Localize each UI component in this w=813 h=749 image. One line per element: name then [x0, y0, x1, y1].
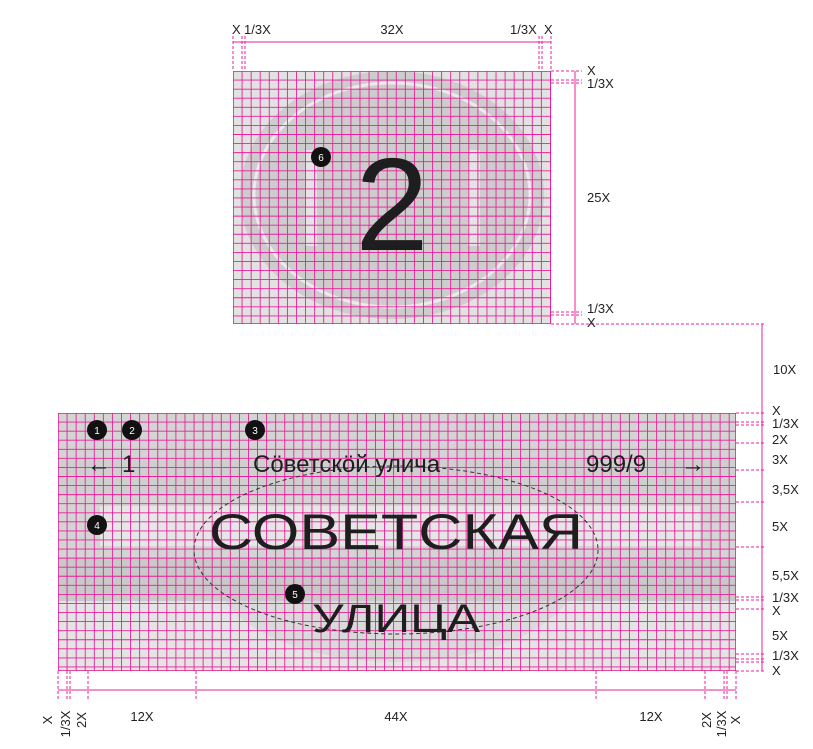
house-right-dim-x-top: X — [587, 63, 596, 78]
street-name-line2: УЛИЦА — [312, 597, 480, 641]
sb-dim-0: X — [40, 715, 55, 724]
house-number: 2 — [355, 131, 428, 278]
street-name-line1: СОВЕТСКАЯ — [209, 504, 583, 560]
street-name-sign: ← 1 Сöветскöй улича 999/9 → СОВЕТСКАЯ УЛ… — [58, 413, 736, 671]
top-dim-third-right: 1/3X — [510, 22, 537, 37]
house-sign-oval — [240, 71, 544, 319]
marker-4: 4 — [87, 515, 107, 535]
street-transliteration: Сöветскöй улича — [253, 451, 441, 478]
house-sign-grid — [233, 71, 551, 324]
sr-dim-5: 5X — [772, 519, 788, 534]
sb-dim-4: 44X — [384, 709, 407, 724]
house-right-dim-25x: 25X — [587, 190, 610, 205]
sr-dim-7: 1/3X — [772, 590, 799, 605]
sb-dim-8: X — [728, 715, 743, 724]
street-sign-grid — [58, 413, 736, 671]
marker-3: 3 — [245, 420, 265, 440]
marker-5-label: 5 — [292, 590, 298, 601]
sr-dim-11: 1/3X — [772, 648, 799, 663]
house-range-number: 999/9 — [586, 451, 646, 478]
right-arrow: → — [681, 451, 705, 478]
house-sign-right-dimensions — [551, 70, 766, 414]
marker-6-label: 6 — [318, 153, 324, 164]
left-house-number: 1 — [122, 451, 135, 478]
gap-dim-10x: 10X — [773, 362, 796, 377]
sb-dim-3: 12X — [130, 709, 153, 724]
sb-dim-7: 1/3X — [714, 710, 729, 737]
marker-2: 2 — [122, 420, 142, 440]
marker-1-label: 1 — [94, 426, 100, 437]
house-right-dim-third-top: 1/3X — [587, 76, 614, 91]
top-dim-x-right: X — [544, 22, 553, 37]
sb-dim-5: 12X — [639, 709, 662, 724]
marker-2-label: 2 — [129, 426, 135, 437]
top-dim-32x: 32X — [380, 22, 403, 37]
sr-dim-2: 2X — [772, 432, 788, 447]
top-dim-x-left: X — [232, 22, 241, 37]
house-right-dim-third-bottom: 1/3X — [587, 301, 614, 316]
sb-dim-6: 2X — [699, 712, 714, 728]
sr-dim-1: 1/3X — [772, 416, 799, 431]
marker-6: 6 — [311, 147, 331, 167]
street-sign-right-dim-labels: X 1/3X 2X 3X 3,5X 5X 5,5X 1/3X X 5X X 1/… — [772, 403, 799, 678]
sr-dim-4: 3,5X — [772, 482, 799, 497]
sr-dim-0: X — [772, 403, 781, 418]
marker-3-label: 3 — [252, 426, 258, 437]
street-sign-dashed-oval — [193, 465, 599, 635]
street-sign-band-bottom — [58, 558, 736, 601]
house-right-dim-x-bottom: X — [587, 315, 596, 330]
sr-dim-9: 5X — [772, 628, 788, 643]
sr-dim-8: X — [772, 603, 781, 618]
top-dim-third-left: 1/3X — [244, 22, 271, 37]
sb-dim-1: 1/3X — [58, 710, 73, 737]
street-sign-bottom-dim-labels: X 1/3X 2X 12X 44X 12X 2X 1/3X X — [40, 709, 743, 737]
sr-dim-12: X — [772, 663, 781, 678]
marker-5: 5 — [285, 584, 305, 604]
marker-4-label: 4 — [94, 521, 100, 532]
house-number-sign: 2 6 — [233, 71, 551, 324]
left-arrow: ← — [87, 451, 111, 478]
house-sign-top-dimensions — [232, 36, 552, 71]
street-sign-right-dimensions — [736, 413, 766, 672]
sr-dim-6: 5,5X — [772, 568, 799, 583]
marker-1: 1 — [87, 420, 107, 440]
sr-dim-3: 3X — [772, 452, 788, 467]
street-sign-bottom-dimensions — [57, 671, 737, 700]
sb-dim-2: 2X — [74, 712, 89, 728]
